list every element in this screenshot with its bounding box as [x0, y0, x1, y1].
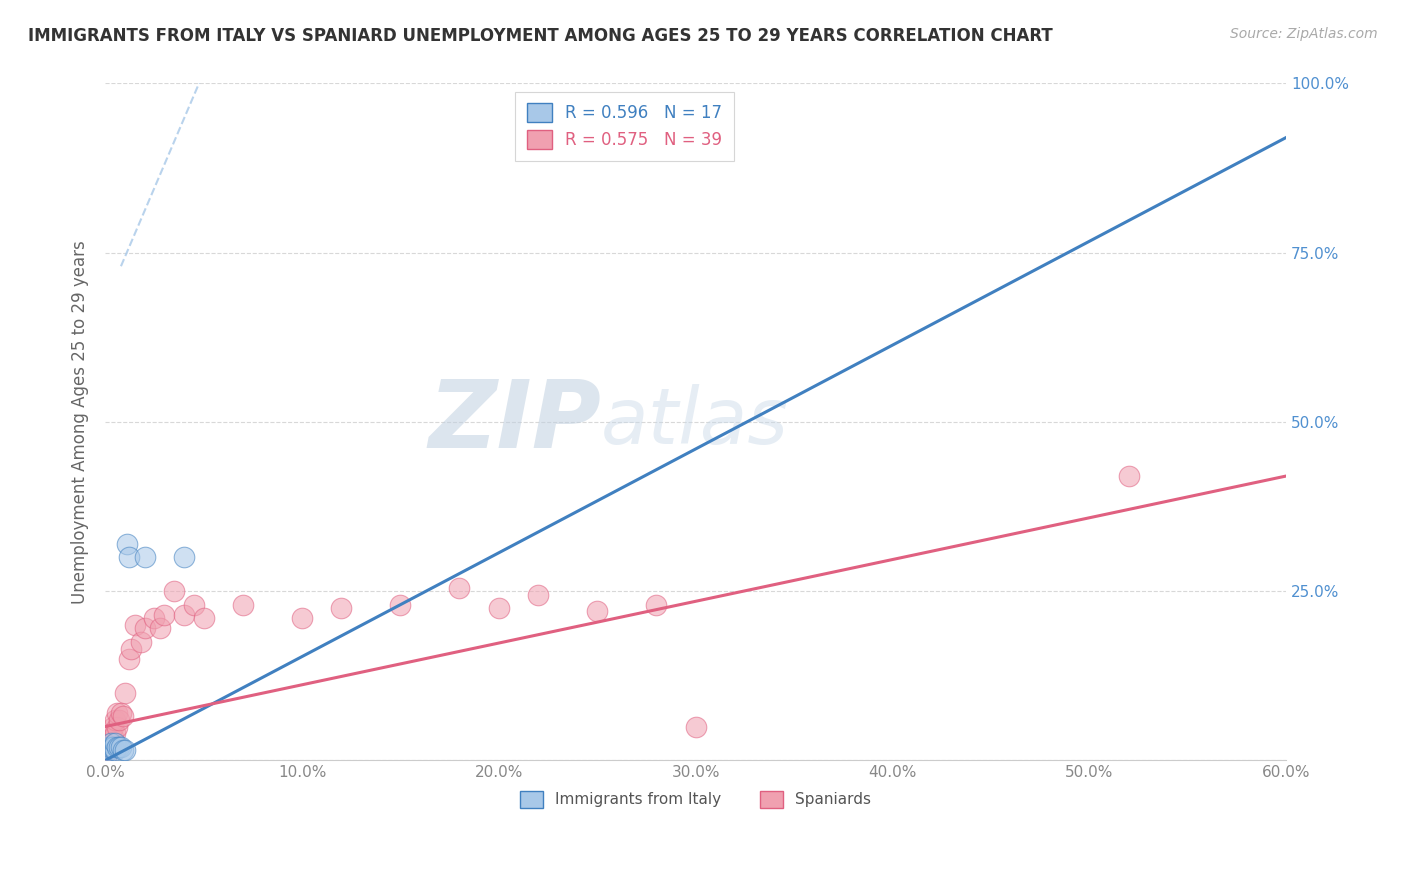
Point: [118, 652, 141, 666]
Point: [100, 739, 122, 754]
Point: [101, 730, 124, 744]
Point: [96, 743, 118, 757]
Point: [98, 743, 121, 757]
Point: [291, 611, 314, 625]
Point: [108, 739, 131, 754]
Point: [111, 743, 134, 757]
Point: [111, 709, 134, 723]
Point: [110, 739, 132, 754]
Point: [120, 641, 142, 656]
Point: [449, 581, 471, 595]
Point: [104, 713, 127, 727]
Point: [100, 726, 122, 740]
Point: [149, 621, 172, 635]
Point: [104, 726, 127, 740]
Y-axis label: Unemployment Among Ages 25 to 29 years: Unemployment Among Ages 25 to 29 years: [72, 240, 89, 604]
Point: [163, 584, 186, 599]
Point: [100, 739, 122, 754]
Text: IMMIGRANTS FROM ITALY VS SPANIARD UNEMPLOYMENT AMONG AGES 25 TO 29 YEARS CORRELA: IMMIGRANTS FROM ITALY VS SPANIARD UNEMPL…: [28, 27, 1053, 45]
Point: [104, 743, 127, 757]
Point: [98, 739, 121, 754]
Legend: Immigrants from Italy, Spaniards: Immigrants from Italy, Spaniards: [515, 785, 877, 814]
Point: [193, 611, 215, 625]
Point: [134, 550, 156, 565]
Point: [104, 736, 127, 750]
Point: [114, 743, 136, 757]
Text: atlas: atlas: [602, 384, 789, 460]
Point: [685, 720, 707, 734]
Text: Source: ZipAtlas.com: Source: ZipAtlas.com: [1230, 27, 1378, 41]
Point: [108, 713, 131, 727]
Point: [105, 720, 128, 734]
Point: [645, 598, 668, 612]
Point: [173, 550, 195, 565]
Point: [96, 747, 118, 761]
Point: [98, 733, 121, 747]
Point: [115, 537, 138, 551]
Point: [96, 747, 118, 761]
Point: [173, 607, 195, 622]
Point: [330, 601, 353, 615]
Point: [101, 720, 124, 734]
Point: [114, 686, 136, 700]
Point: [129, 635, 152, 649]
Point: [586, 604, 609, 618]
Point: [488, 601, 510, 615]
Text: ZIP: ZIP: [429, 376, 602, 468]
Point: [143, 611, 166, 625]
Point: [105, 706, 128, 720]
Point: [134, 621, 156, 635]
Point: [1118, 469, 1140, 483]
Point: [101, 739, 124, 754]
Point: [110, 706, 132, 720]
Point: [98, 739, 121, 754]
Point: [118, 550, 141, 565]
Point: [153, 607, 176, 622]
Point: [232, 598, 254, 612]
Point: [183, 598, 205, 612]
Point: [527, 588, 550, 602]
Point: [105, 739, 128, 754]
Point: [389, 598, 412, 612]
Point: [100, 736, 122, 750]
Point: [124, 618, 146, 632]
